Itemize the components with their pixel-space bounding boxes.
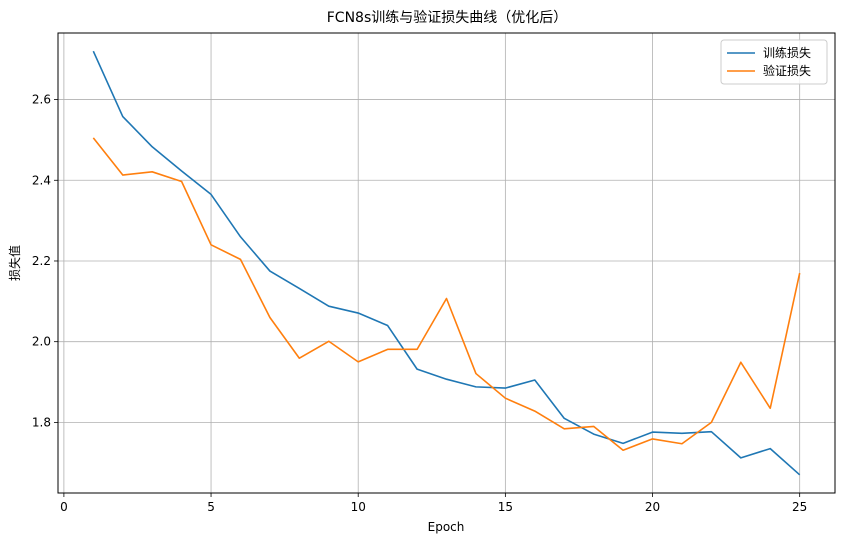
x-tick-label: 10 xyxy=(351,500,366,514)
x-axis: 0 5 10 15 20 25 xyxy=(60,493,807,514)
y-tick-label: 2.2 xyxy=(32,254,51,268)
series-line-1 xyxy=(92,50,801,476)
x-tick-label: 0 xyxy=(60,500,68,514)
x-tick-label: 20 xyxy=(645,500,660,514)
series-line-2 xyxy=(92,137,801,452)
plot-frame xyxy=(57,32,836,494)
y-axis-label: 损失值 xyxy=(7,245,22,281)
x-axis-label: Epoch xyxy=(428,520,465,534)
y-tick-label: 2.4 xyxy=(32,173,51,187)
y-tick-label: 2.0 xyxy=(32,335,51,349)
x-tick-label: 25 xyxy=(792,500,807,514)
legend-box xyxy=(720,39,828,85)
legend-label-1: 训练损失 xyxy=(763,45,811,60)
series-lines xyxy=(92,50,801,476)
legend-label-2: 验证损失 xyxy=(763,63,811,78)
chart-title: FCN8s训练与验证损失曲线（优化后） xyxy=(327,10,568,26)
y-tick-label: 1.8 xyxy=(32,415,51,429)
y-axis: 1.8 2.0 2.2 2.4 2.6 xyxy=(32,93,58,429)
x-tick-label: 15 xyxy=(498,500,513,514)
grid xyxy=(58,33,835,493)
x-tick-label: 5 xyxy=(207,500,215,514)
y-tick-label: 2.6 xyxy=(32,93,51,107)
